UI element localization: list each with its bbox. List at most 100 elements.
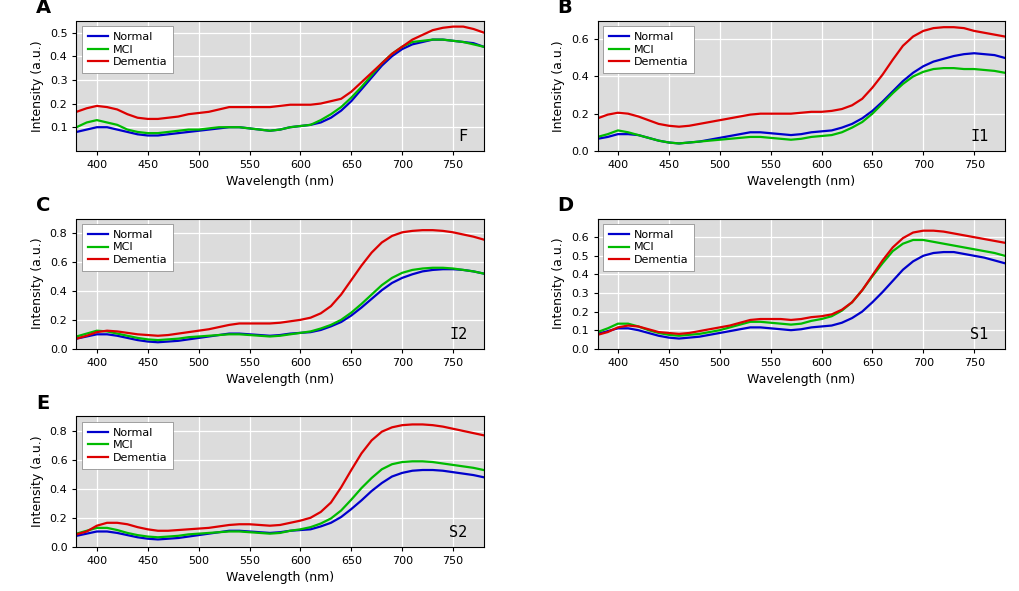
MCI <box>845 124 857 131</box>
Normal <box>233 330 246 337</box>
Normal <box>814 323 826 330</box>
Normal <box>906 69 918 76</box>
X-axis label: Wavelength (nm): Wavelength (nm) <box>226 176 334 189</box>
MCI <box>457 38 469 46</box>
MCI <box>662 332 675 339</box>
Normal <box>223 330 235 337</box>
MCI <box>416 265 428 272</box>
Normal <box>294 122 307 129</box>
Normal <box>244 125 256 132</box>
MCI <box>652 329 664 336</box>
Dementia <box>723 115 736 122</box>
Normal <box>926 249 938 256</box>
Normal <box>426 36 438 43</box>
Legend: Normal, MCI, Dementia: Normal, MCI, Dementia <box>602 224 694 271</box>
Dementia <box>734 113 746 120</box>
MCI <box>416 458 428 465</box>
Dementia <box>111 106 123 113</box>
Normal <box>416 38 428 46</box>
MCI <box>254 530 266 537</box>
Normal <box>385 280 397 287</box>
Normal <box>152 339 164 346</box>
MCI <box>324 515 336 522</box>
Dementia <box>304 101 316 108</box>
MCI <box>284 331 297 338</box>
Normal <box>172 129 184 137</box>
Normal <box>385 53 397 60</box>
Dementia <box>987 238 1000 245</box>
Normal <box>673 335 685 342</box>
Dementia <box>611 109 624 116</box>
MCI <box>683 332 695 339</box>
Normal <box>683 139 695 146</box>
MCI <box>131 128 144 135</box>
MCI <box>223 331 235 338</box>
Normal <box>886 88 898 95</box>
Dementia <box>244 320 256 327</box>
Dementia <box>591 115 603 122</box>
Dementia <box>446 426 459 433</box>
Dementia <box>254 521 266 528</box>
Line: Normal: Normal <box>76 40 483 135</box>
Normal <box>723 327 736 335</box>
Normal <box>365 296 377 303</box>
MCI <box>182 531 195 538</box>
MCI <box>172 335 184 342</box>
Dementia <box>754 110 766 117</box>
MCI <box>794 135 806 142</box>
Dementia <box>172 527 184 534</box>
Normal <box>977 254 989 261</box>
Normal <box>91 528 103 535</box>
MCI <box>344 309 357 316</box>
Dementia <box>213 106 225 113</box>
Dementia <box>926 25 938 32</box>
Dementia <box>142 526 154 533</box>
Normal <box>591 135 603 142</box>
Dementia <box>406 36 418 43</box>
Normal <box>121 335 133 342</box>
Normal <box>131 534 144 541</box>
Normal <box>406 271 418 278</box>
Normal <box>622 325 634 332</box>
MCI <box>436 36 448 43</box>
MCI <box>314 116 326 124</box>
Dementia <box>406 421 418 428</box>
Normal <box>947 248 959 255</box>
Normal <box>81 530 93 537</box>
Dementia <box>804 314 816 321</box>
Normal <box>773 326 786 333</box>
Dementia <box>344 277 357 284</box>
MCI <box>294 122 307 129</box>
Normal <box>652 137 664 144</box>
Normal <box>355 304 367 311</box>
Normal <box>916 63 928 70</box>
MCI <box>101 328 113 335</box>
Normal <box>652 332 664 339</box>
Normal <box>703 332 715 339</box>
MCI <box>426 36 438 43</box>
Line: MCI: MCI <box>597 240 1004 336</box>
Normal <box>111 530 123 537</box>
Dementia <box>977 235 989 242</box>
Normal <box>865 108 877 115</box>
Dementia <box>591 332 603 339</box>
MCI <box>477 43 489 50</box>
Normal <box>223 527 235 534</box>
Dementia <box>865 84 877 91</box>
Dementia <box>642 116 654 124</box>
Normal <box>244 331 256 338</box>
Line: Normal: Normal <box>76 470 483 540</box>
Dementia <box>673 123 685 130</box>
Dementia <box>395 421 408 428</box>
MCI <box>81 527 93 534</box>
Normal <box>998 259 1010 267</box>
MCI <box>936 64 949 72</box>
Normal <box>622 131 634 138</box>
Normal <box>773 131 786 138</box>
Normal <box>967 50 979 57</box>
Dementia <box>734 319 746 326</box>
Dementia <box>111 519 123 527</box>
Normal <box>467 472 479 479</box>
Dementia <box>906 229 918 236</box>
Normal <box>385 473 397 480</box>
